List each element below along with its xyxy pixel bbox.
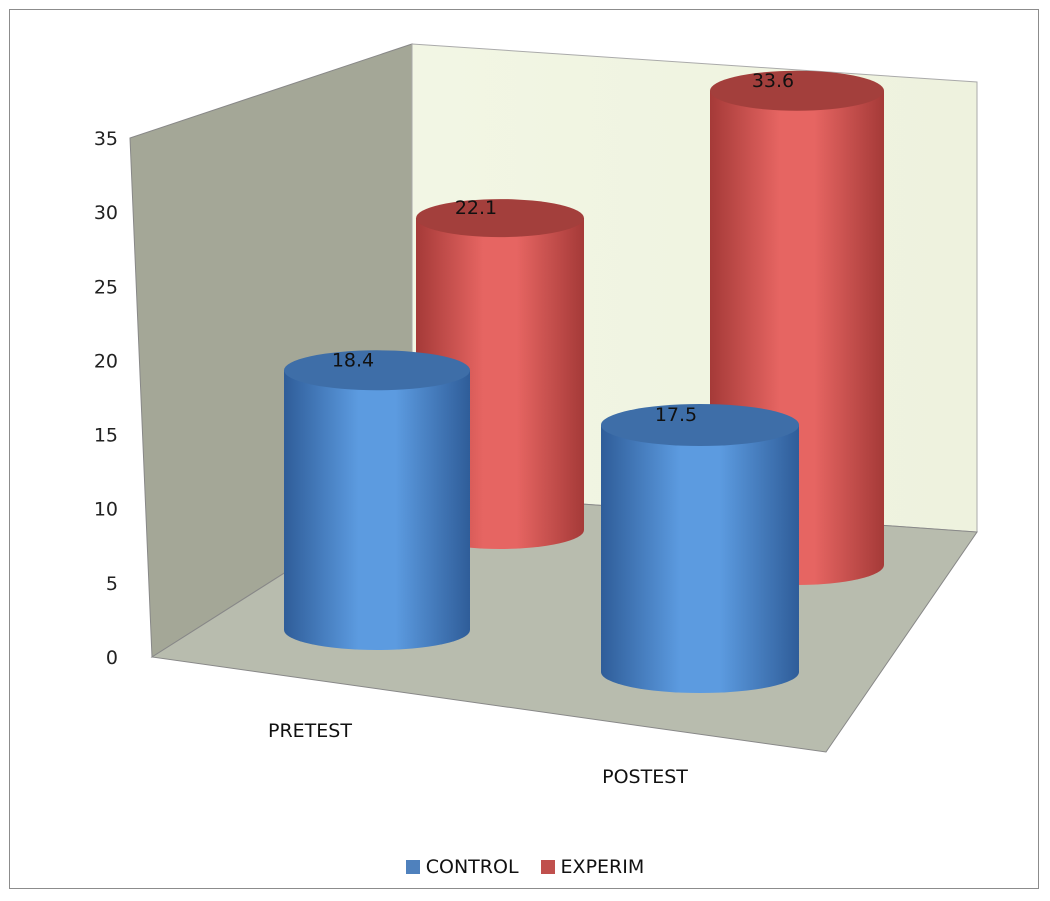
data-label-control-pretest: 18.4	[332, 349, 374, 371]
data-label-experim-pretest: 22.1	[455, 197, 497, 219]
legend-item-experim: EXPERIM	[540, 856, 645, 878]
y-tick-0: 0	[106, 647, 118, 669]
y-tick-35: 35	[94, 128, 118, 150]
y-tick-5: 5	[106, 573, 118, 595]
bar-body-control-postest	[601, 425, 799, 693]
bar-control-pretest	[284, 350, 470, 650]
legend-label-control: CONTROL	[425, 856, 519, 878]
legend-item-control: CONTROL	[405, 856, 519, 878]
bars	[284, 70, 884, 693]
y-axis-ticks: 0 5 10 15 20 25 30 35	[94, 128, 118, 669]
y-tick-15: 15	[94, 425, 118, 447]
data-labels: 22.1 33.6 18.4 17.5	[332, 70, 794, 426]
legend-swatch-experim	[540, 860, 555, 874]
bar-top-control-pretest	[284, 350, 470, 391]
bar-top-experim-pretest	[416, 199, 584, 238]
bar-control-postest	[601, 404, 799, 693]
x-tick-postest: POSTEST	[602, 766, 688, 788]
y-tick-30: 30	[94, 202, 118, 224]
legend-label-experim: EXPERIM	[560, 856, 645, 878]
bar-body-control-pretest	[284, 370, 470, 650]
legend: CONTROL EXPERIM	[0, 856, 1050, 878]
legend-swatch-control	[405, 860, 420, 874]
x-tick-pretest: PRETEST	[268, 720, 352, 742]
y-tick-10: 10	[94, 499, 118, 521]
y-tick-20: 20	[94, 350, 118, 372]
data-label-control-postest: 17.5	[655, 404, 697, 426]
bar-top-control-postest	[601, 404, 799, 446]
bar-top-experim-postest	[710, 70, 884, 111]
x-axis-categories: PRETEST POSTEST	[268, 720, 688, 788]
data-label-experim-postest: 33.6	[752, 70, 794, 92]
y-tick-25: 25	[94, 276, 118, 298]
